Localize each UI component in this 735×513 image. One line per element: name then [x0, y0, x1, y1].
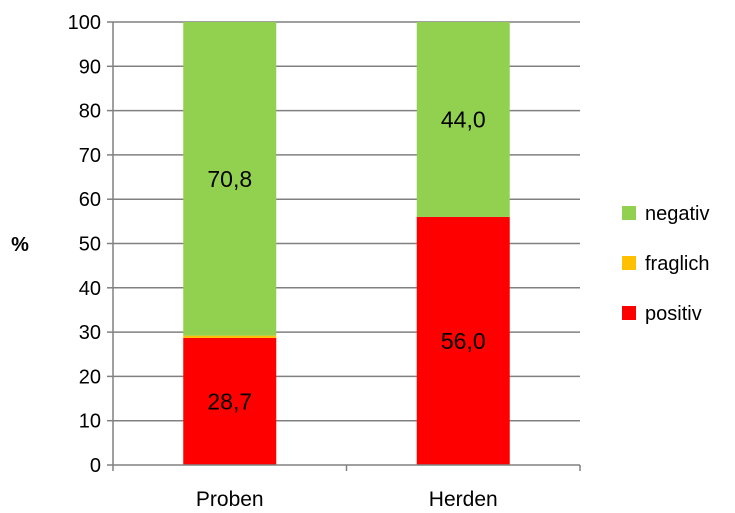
y-tick-label: 60 [79, 189, 101, 211]
y-tick-labels: 0 10 20 30 40 50 60 70 80 90 100 [68, 12, 101, 477]
y-tick-label: 90 [79, 56, 101, 78]
bar-segment-negativ-herden [416, 22, 510, 217]
legend-label-negativ: negativ [645, 203, 710, 225]
y-tick-label: 10 [79, 411, 101, 433]
y-tick-label: 70 [79, 145, 101, 167]
y-axis-label: % [11, 234, 29, 256]
x-tick-label: Herden [429, 488, 498, 511]
bar-segment-positiv-proben [183, 337, 277, 465]
y-tick-label: 100 [68, 12, 101, 34]
axes [107, 21, 581, 471]
bar-segment-negativ-proben [183, 22, 277, 336]
legend-swatch-negativ [622, 206, 636, 220]
data-label-positiv-proben: 28,7 [207, 388, 252, 414]
y-tick-label: 20 [79, 366, 101, 388]
gridlines [113, 21, 580, 422]
y-tick-label: 40 [79, 278, 101, 300]
bars [183, 22, 510, 465]
y-tick-label: 0 [90, 455, 101, 477]
legend-swatch-fraglich [622, 256, 636, 270]
y-tick-label: 30 [79, 322, 101, 344]
data-label-negativ-herden: 44,0 [441, 106, 486, 132]
y-tick-label: 80 [79, 101, 101, 123]
y-tick-label: 50 [79, 234, 101, 256]
x-tick-labels: Proben Herden [196, 488, 498, 511]
data-label-negativ-proben: 70,8 [207, 166, 252, 192]
legend-label-positiv: positiv [645, 303, 702, 325]
x-tick-label: Proben [196, 488, 264, 511]
legend: negativ fraglich positiv [622, 203, 710, 325]
bar-segment-positiv-herden [416, 216, 510, 465]
bar-segment-fraglich-proben [183, 335, 277, 338]
data-label-positiv-herden: 56,0 [441, 328, 486, 354]
legend-swatch-positiv [622, 306, 636, 320]
data-labels: 28,7 70,8 56,0 44,0 [207, 106, 485, 414]
legend-label-fraglich: fraglich [645, 253, 709, 275]
